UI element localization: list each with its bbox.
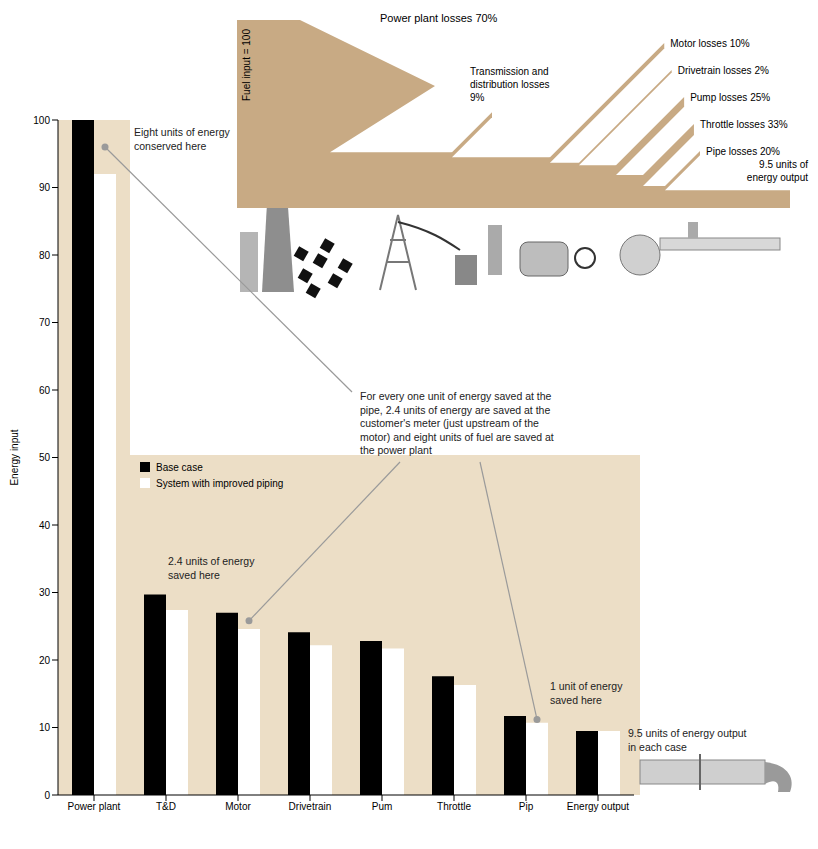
svg-text:Pump losses 25%: Pump losses 25% xyxy=(690,92,770,103)
svg-text:10: 10 xyxy=(39,722,51,733)
svg-text:90: 90 xyxy=(39,182,51,193)
svg-text:Energy output: Energy output xyxy=(567,801,629,812)
svg-text:Drivetrain: Drivetrain xyxy=(289,801,332,812)
svg-text:9.5 units of energy outputin e: 9.5 units of energy outputin each case xyxy=(628,727,747,753)
svg-text:Motor: Motor xyxy=(225,801,251,812)
svg-text:60: 60 xyxy=(39,385,51,396)
svg-text:30: 30 xyxy=(39,587,51,598)
svg-text:2.4 units of energysaved here: 2.4 units of energysaved here xyxy=(168,555,255,581)
svg-text:System with improved piping: System with improved piping xyxy=(156,478,283,489)
svg-text:Throttle: Throttle xyxy=(437,801,471,812)
svg-text:9.5 units ofenergy output: 9.5 units ofenergy output xyxy=(747,159,808,183)
svg-text:20: 20 xyxy=(39,655,51,666)
svg-text:50: 50 xyxy=(39,452,51,463)
svg-text:Pip: Pip xyxy=(519,801,534,812)
svg-text:Power plant losses 70%: Power plant losses 70% xyxy=(380,12,498,24)
svg-text:Motor losses 10%: Motor losses 10% xyxy=(670,38,750,49)
svg-text:Pum: Pum xyxy=(372,801,393,812)
svg-text:80: 80 xyxy=(39,250,51,261)
svg-text:Throttle losses 33%: Throttle losses 33% xyxy=(700,119,788,130)
svg-text:100: 100 xyxy=(33,115,50,126)
svg-text:0: 0 xyxy=(44,790,50,801)
svg-text:Fuel input = 100: Fuel input = 100 xyxy=(241,29,252,101)
svg-text:Pipe losses 20%: Pipe losses 20% xyxy=(706,146,780,157)
svg-text:Eight units of energyconserved: Eight units of energyconserved here xyxy=(134,126,230,152)
svg-text:Transmission anddistribution l: Transmission anddistribution losses9% xyxy=(470,66,549,103)
svg-text:70: 70 xyxy=(39,317,51,328)
svg-text:40: 40 xyxy=(39,520,51,531)
svg-text:Base case: Base case xyxy=(156,462,203,473)
svg-text:Drivetrain losses 2%: Drivetrain losses 2% xyxy=(678,65,769,76)
svg-text:For every one unit of energy s: For every one unit of energy saved at th… xyxy=(360,390,554,456)
svg-text:Power plant: Power plant xyxy=(68,801,121,812)
svg-text:T&D: T&D xyxy=(156,801,176,812)
svg-text:Energy input: Energy input xyxy=(9,429,20,485)
svg-text:1 unit of energysaved here: 1 unit of energysaved here xyxy=(550,680,623,706)
